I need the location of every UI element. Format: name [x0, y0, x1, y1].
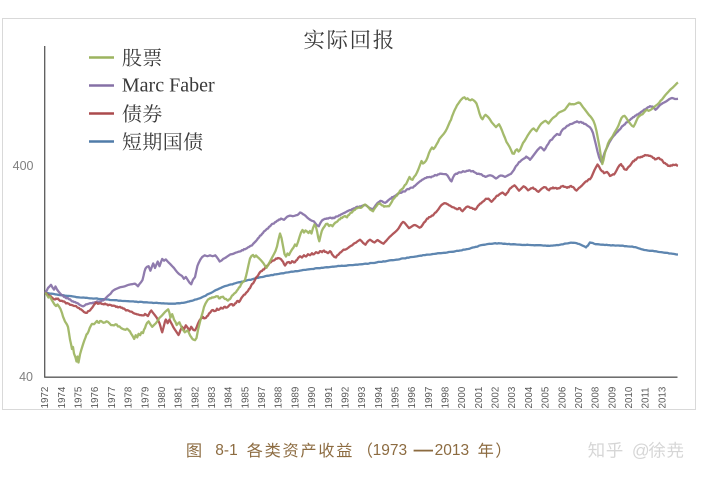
- svg-text:1998: 1998: [441, 386, 452, 408]
- svg-text:1982: 1982: [190, 387, 201, 409]
- svg-text:2002: 2002: [491, 387, 502, 409]
- svg-text:1975: 1975: [74, 386, 85, 408]
- svg-text:1985: 1985: [240, 386, 251, 408]
- svg-text:2004: 2004: [524, 386, 535, 408]
- svg-text:1978: 1978: [124, 386, 135, 408]
- svg-text:2013: 2013: [657, 386, 668, 408]
- svg-text:2009: 2009: [607, 387, 618, 409]
- svg-text:1992: 1992: [340, 387, 351, 409]
- svg-text:1997: 1997: [424, 387, 435, 409]
- svg-text:1984: 1984: [224, 386, 235, 408]
- svg-text:1981: 1981: [174, 387, 185, 409]
- svg-text:1983: 1983: [207, 386, 218, 408]
- svg-text:2001: 2001: [474, 387, 485, 409]
- svg-text:1980: 1980: [157, 386, 168, 408]
- svg-text:1987: 1987: [257, 387, 268, 409]
- svg-text:1988: 1988: [274, 386, 285, 408]
- svg-text:1996: 1996: [407, 386, 418, 408]
- svg-text:2011: 2011: [641, 387, 652, 408]
- svg-text:2008: 2008: [591, 386, 602, 408]
- svg-text:@: @: [632, 441, 650, 461]
- svg-text:1989: 1989: [290, 387, 301, 409]
- svg-text:1994: 1994: [374, 386, 385, 408]
- svg-text:1973: 1973: [373, 442, 407, 459]
- svg-text:2005: 2005: [541, 386, 552, 408]
- svg-text:400: 400: [13, 159, 34, 173]
- svg-text:1976: 1976: [90, 386, 101, 408]
- svg-text:1972: 1972: [40, 387, 51, 409]
- svg-text:1995: 1995: [391, 386, 402, 408]
- svg-text:40: 40: [19, 370, 33, 384]
- svg-text:1979: 1979: [140, 387, 151, 409]
- svg-text:2003: 2003: [507, 386, 518, 408]
- svg-text:8-1: 8-1: [215, 442, 237, 459]
- svg-text:1990: 1990: [307, 386, 318, 408]
- svg-text:2010: 2010: [624, 386, 635, 408]
- svg-text:2013: 2013: [435, 442, 469, 459]
- svg-text:1974: 1974: [57, 386, 68, 408]
- svg-text:2007: 2007: [574, 387, 585, 409]
- svg-text:Marc Faber: Marc Faber: [122, 75, 215, 97]
- svg-text:2006: 2006: [557, 386, 568, 408]
- svg-text:1991: 1991: [324, 387, 335, 409]
- svg-text:1993: 1993: [357, 386, 368, 408]
- svg-text:2000: 2000: [457, 386, 468, 408]
- svg-text:1977: 1977: [107, 387, 118, 409]
